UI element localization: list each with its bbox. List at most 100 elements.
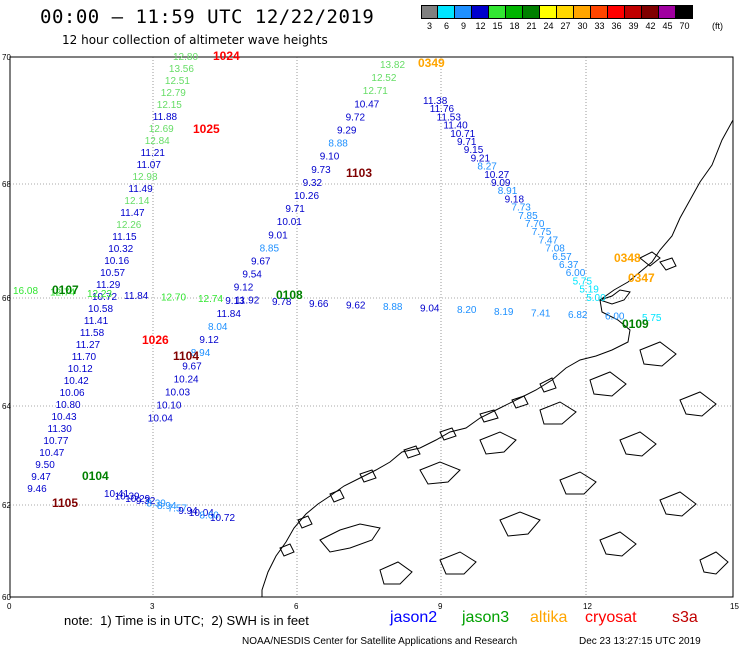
swh-value: 12.15 [157, 100, 182, 111]
swh-value: 11.21 [141, 148, 166, 159]
swh-value: 10.29 [125, 494, 150, 505]
swh-value: 12.69 [149, 124, 174, 135]
pass-label: 0347 [628, 271, 655, 285]
coastline-segment [511, 395, 529, 409]
pass-label: 0109 [622, 317, 649, 331]
coastline-segment [598, 289, 631, 305]
swh-value: 12.79 [161, 88, 186, 99]
coastline-segment [599, 531, 637, 557]
swh-value: 10.42 [64, 376, 89, 387]
swh-value: 9.12 [199, 335, 219, 346]
mission-s3a: s3a [672, 609, 698, 626]
swh-value: 8.88 [328, 139, 348, 150]
coastline-segment [539, 377, 557, 393]
coastline-segment [329, 489, 345, 503]
color-swatch [421, 5, 438, 19]
coastline-segment [639, 251, 661, 267]
pass-label: 0104 [82, 469, 109, 483]
color-swatch-label: 42 [645, 21, 656, 31]
map-title: 00:00 – 11:59 UTC 12/22/2019 [40, 6, 375, 28]
swh-value: 12.80 [173, 52, 198, 63]
color-swatch [489, 5, 506, 19]
swh-value: 9.67 [251, 257, 271, 268]
swh-value: 5.00 [586, 293, 606, 304]
pass-label: 0108 [276, 288, 303, 302]
swh-value: 10.77 [43, 436, 68, 447]
coastline-segment [479, 409, 499, 423]
mission-jason2: jason2 [390, 609, 438, 626]
swh-value: 6.00 [566, 268, 586, 279]
color-swatch [523, 5, 540, 19]
color-swatch [625, 5, 642, 19]
swh-value: 9.32 [136, 496, 156, 507]
swh-value: 9.67 [182, 361, 202, 372]
swh-value: 10.27 [484, 170, 509, 181]
swh-value: 11.38 [423, 96, 448, 107]
color-swatch [659, 5, 676, 19]
coastline-segment [589, 371, 627, 397]
color-swatch-label: 36 [611, 21, 622, 31]
longitude-label: 15 [730, 602, 739, 611]
coastline-segment [379, 561, 413, 585]
coastline-segment [559, 471, 597, 495]
swh-value: 10.72 [210, 513, 235, 524]
swh-value: 11.84 [217, 309, 242, 320]
swh-value: 11.92 [235, 296, 260, 307]
swh-value: 12.52 [371, 73, 396, 84]
swh-value: 12.84 [145, 136, 170, 147]
pass-label: 1103 [346, 166, 372, 180]
swh-value: 9.09 [491, 178, 511, 189]
coastline [261, 119, 734, 597]
longitude-label: 3 [150, 602, 155, 611]
swh-value: 9.66 [309, 299, 329, 310]
swh-value: 7.41 [531, 308, 551, 319]
color-swatch-label: 15 [492, 21, 503, 31]
color-scale-unit: (ft) [712, 21, 723, 31]
swh-value: 9.78 [272, 297, 292, 308]
swh-value: 11.88 [153, 112, 178, 123]
swh-value: 8.39 [146, 499, 166, 510]
coastline-segment [403, 445, 421, 459]
swh-value: 9.50 [35, 460, 55, 471]
pass-label: 1025 [193, 122, 220, 136]
color-swatch [472, 5, 489, 19]
color-swatch-label: 12 [475, 21, 486, 31]
coastline-segment [499, 511, 541, 537]
color-swatch [608, 5, 625, 19]
color-scale-labels: 3 6 9 12 15 18 21 24 27 30 33 36 39 42 45 70 [421, 21, 693, 31]
coastline-segment [297, 515, 313, 529]
color-swatch-label: 9 [460, 21, 466, 31]
swh-value: 9.46 [27, 484, 47, 495]
swh-value: 9.94 [178, 506, 198, 517]
latitude-label: 62 [2, 501, 11, 510]
color-swatch [642, 5, 659, 19]
swh-value: 9.72 [346, 112, 366, 123]
swh-value: 8.85 [260, 243, 280, 254]
map-subtitle: 12 hour collection of altimeter wave hei… [62, 33, 328, 47]
swh-value: 12.98 [133, 172, 158, 183]
mission-cryosat: cryosat [585, 609, 637, 626]
generated-timestamp: Dec 23 13:27:15 UTC 2019 [579, 636, 701, 647]
swh-value: 6.37 [559, 260, 579, 271]
swh-value: 10.03 [165, 388, 190, 399]
pass-label: 0349 [418, 56, 445, 70]
color-swatch-label: 18 [509, 21, 520, 31]
color-swatch-label: 27 [560, 21, 571, 31]
swh-value: 9.71 [457, 137, 477, 148]
color-swatch [557, 5, 574, 19]
swh-value: 9.21 [471, 153, 491, 164]
swh-value: 9.71 [285, 204, 305, 215]
swh-value: 7.08 [545, 244, 565, 255]
swh-value: 11.27 [76, 340, 101, 351]
color-swatch [438, 5, 455, 19]
swh-value: 10.04 [148, 414, 173, 425]
swh-value: 10.80 [56, 400, 81, 411]
color-swatch-label: 6 [443, 21, 449, 31]
swh-value: 12.74 [198, 294, 223, 305]
swh-value: 6.82 [568, 310, 588, 321]
color-swatch [540, 5, 557, 19]
swh-value: 9.32 [303, 178, 323, 189]
swh-value: 10.16 [104, 256, 129, 267]
swh-value: 10.12 [68, 364, 93, 375]
pass-label: 1026 [142, 333, 169, 347]
